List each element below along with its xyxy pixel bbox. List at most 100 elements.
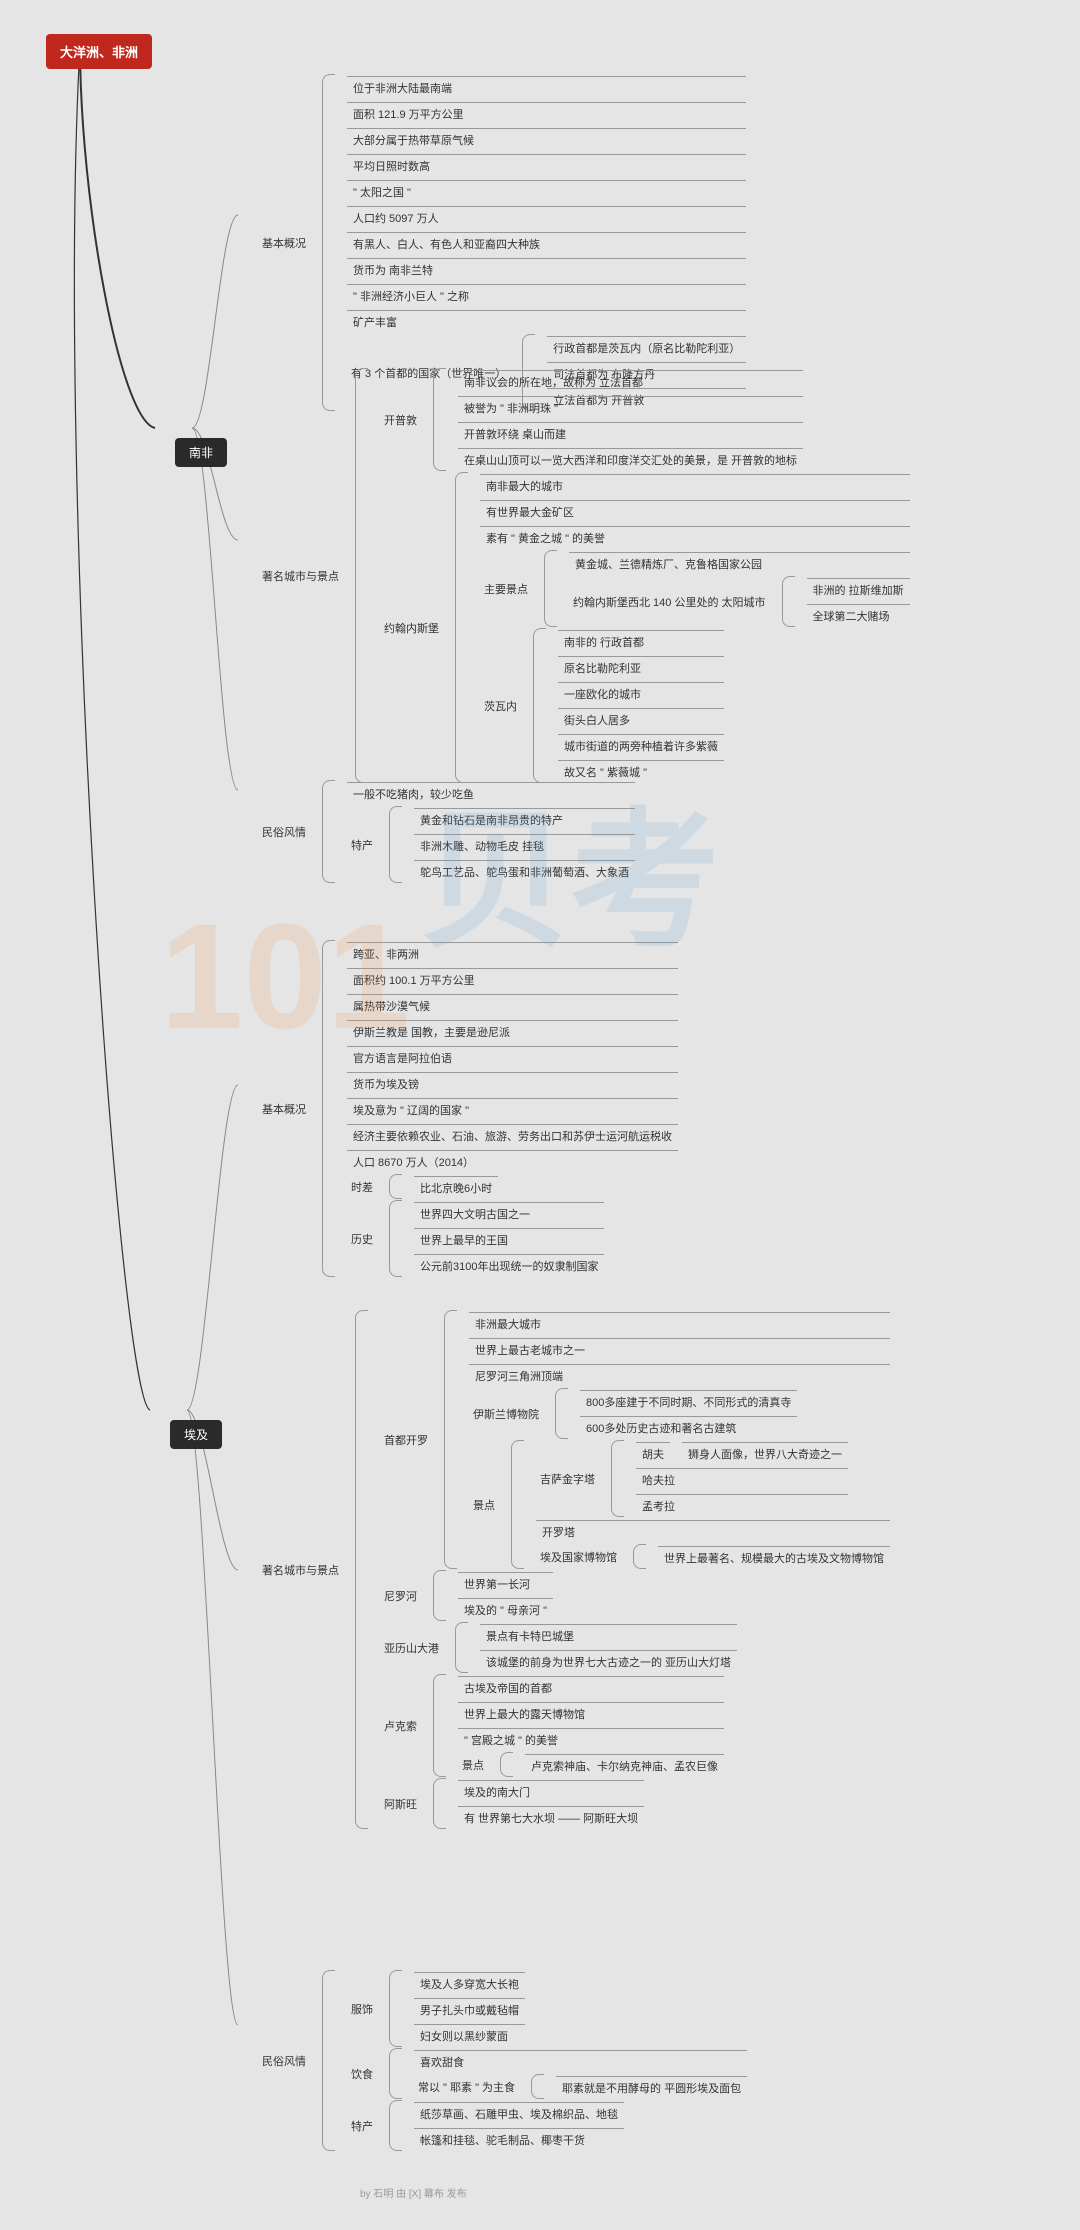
leaf-node: 伊斯兰教是 国教，主要是逊尼派 [347,1020,678,1041]
leaf-node: 素有 " 黄金之城 " 的美誉 [480,526,910,547]
leaf-node: 黄金城、兰德精炼厂、克鲁格国家公园 [569,552,910,573]
leaf-node: 埃及的南大门 [458,1780,644,1801]
leaf-node: 哈夫拉 [636,1468,848,1489]
branch-sa-customs: 民俗风情 [258,822,310,842]
leaf-node: 人口约 5097 万人 [347,206,746,227]
branch-label: 常以 " 耶素 " 为主食 [414,2077,519,2097]
branch-label: 历史 [347,1229,377,1249]
leaf-node: 600多处历史古迹和著名古建筑 [580,1416,797,1437]
branch-label: 饮食 [347,2064,377,2084]
leaf-node: 被誉为 " 非洲明珠 " [458,396,803,417]
leaf-node: 世界上最古老城市之一 [469,1338,890,1359]
leaf-node: 鸵鸟工艺品、鸵鸟蛋和非洲葡萄酒、大象酒 [414,860,635,881]
leaf-node: 妇女则以黑纱蒙面 [414,2024,525,2045]
leaf-node: 南非议会的所在地，故称为 立法首都 [458,370,803,391]
leaf-node: 在桌山山顶可以一览大西洋和印度洋交汇处的美景，是 开普敦的地标 [458,448,803,469]
branch-label: 景点 [458,1755,488,1775]
root-node: 大洋洲、非洲 [46,34,152,69]
leaf-node: 开普敦环绕 桌山而建 [458,422,803,443]
leaf-node: 男子扎头巾或戴毡帽 [414,1998,525,2019]
leaf-node: 景点有卡特巴城堡 [480,1624,737,1645]
leaf-node: 埃及意为 " 辽阔的国家 " [347,1098,678,1119]
leaf-node: 开罗塔 [536,1520,890,1541]
leaf-node: 世界上最著名、规模最大的古埃及文物博物馆 [658,1546,890,1567]
leaf-node: 南非最大的城市 [480,474,910,495]
branch-label: 伊斯兰博物院 [469,1404,543,1424]
branch-label: 特产 [347,835,377,855]
leaf-node: 有黑人、白人、有色人和亚裔四大种族 [347,232,746,253]
leaf-node: 面积 121.9 万平方公里 [347,102,746,123]
branch-label: 尼罗河 [380,1586,421,1606]
leaf-node: 货币为埃及镑 [347,1072,678,1093]
leaf-node: 埃及人多穿宽大长袍 [414,1972,525,1993]
branch-label: 茨瓦内 [480,696,521,716]
leaf-node: 喜欢甜食 [414,2050,747,2071]
branch-label: 首都开罗 [380,1430,432,1450]
leaf-node: 全球第二大赌场 [807,604,910,625]
leaf-node: 古埃及帝国的首都 [458,1676,724,1697]
leaf-node: 一般不吃猪肉，较少吃鱼 [347,782,635,803]
leaf-node: 有 世界第七大水坝 —— 阿斯旺大坝 [458,1806,644,1827]
leaf-node: 矿产丰富 [347,310,746,331]
leaf-node: 经济主要依赖农业、石油、旅游、劳务出口和苏伊士运河航运税收 [347,1124,678,1145]
branch-label: 开普敦 [380,410,421,430]
leaf-node: 官方语言是阿拉伯语 [347,1046,678,1067]
leaf-node: 人口 8670 万人（2014） [347,1150,678,1171]
leaf-node: 非洲的 拉斯维加斯 [807,578,910,599]
leaf-node: 该城堡的前身为世界七大古迹之一的 亚历山大灯塔 [480,1650,737,1671]
leaf-node: " 太阳之国 " [347,180,746,201]
leaf-node: 原名比勒陀利亚 [558,656,724,677]
branch-label: 特产 [347,2116,377,2136]
footer-credit: by 石明 由 [X] 幕布 发布 [360,2185,467,2200]
node-egypt: 埃及 [170,1420,222,1449]
leaf-node: 货币为 南非兰特 [347,258,746,279]
branch-eg-cities: 著名城市与景点 [258,1560,343,1580]
leaf-node: 南非的 行政首都 [558,630,724,651]
leaf-node: " 非洲经济小巨人 " 之称 [347,284,746,305]
leaf-node: 平均日照时数高 [347,154,746,175]
leaf-node: 世界上最早的王国 [414,1228,604,1249]
leaf-node: 属热带沙漠气候 [347,994,678,1015]
leaf-node: 故又名 " 紫薇城 " [558,760,724,781]
branch-label: 景点 [469,1495,499,1515]
leaf-node: 大部分属于热带草原气候 [347,128,746,149]
leaf-node: 纸莎草画、石雕甲虫、埃及棉织品、地毯 [414,2102,624,2123]
leaf-node: 狮身人面像，世界八大奇迹之一 [682,1442,848,1463]
leaf-node: 帐篷和挂毯、驼毛制品、椰枣干货 [414,2128,624,2149]
branch-eg-customs: 民俗风情 [258,2051,310,2071]
branch-label: 亚历山大港 [380,1638,443,1658]
leaf-node: 埃及的 " 母亲河 " [458,1598,553,1619]
leaf-node: 一座欧化的城市 [558,682,724,703]
leaf-node: 比北京晚6小时 [414,1176,498,1197]
leaf-node: 尼罗河三角洲顶端 [469,1364,890,1385]
branch-label: 时差 [347,1177,377,1197]
leaf-node: 街头白人居多 [558,708,724,729]
leaf-node: 跨亚、非两洲 [347,942,678,963]
branch-sa-basic: 基本概况 [258,233,310,253]
leaf-node: 位于非洲大陆最南端 [347,76,746,97]
node-south-africa: 南非 [175,438,227,467]
branch-eg-basic: 基本概况 [258,1099,310,1119]
leaf-node: 非洲最大城市 [469,1312,890,1333]
leaf-node: 世界上最大的露天博物馆 [458,1702,724,1723]
leaf-node: 孟考拉 [636,1494,848,1515]
branch-sa-cities: 著名城市与景点 [258,566,343,586]
leaf-node: 耶素就是不用酵母的 平圆形埃及面包 [556,2076,747,2097]
leaf-node: " 宫殿之城 " 的美誉 [458,1728,724,1749]
leaf-node: 世界四大文明古国之一 [414,1202,604,1223]
leaf-node: 世界第一长河 [458,1572,553,1593]
leaf-node: 800多座建于不同时期、不同形式的清真寺 [580,1390,797,1411]
branch-label: 约翰内斯堡 [380,618,443,638]
leaf-node: 卢克索神庙、卡尔纳克神庙、孟农巨像 [525,1754,724,1775]
leaf-node: 非洲木雕、动物毛皮 挂毯 [414,834,635,855]
branch-label: 卢克索 [380,1716,421,1736]
leaf-node: 城市街道的两旁种植着许多紫薇 [558,734,724,755]
branch-label: 阿斯旺 [380,1794,421,1814]
leaf-node: 黄金和钻石是南非昂贵的特产 [414,808,635,829]
branch-label: 吉萨金字塔 [536,1469,599,1489]
leaf-node: 公元前3100年出现统一的奴隶制国家 [414,1254,604,1275]
leaf-node: 行政首都是茨瓦内（原名比勒陀利亚） [547,336,746,357]
leaf-node: 有世界最大金矿区 [480,500,910,521]
leaf-node: 胡夫 [636,1442,670,1463]
branch-label: 约翰内斯堡西北 140 公里处的 太阳城市 [569,592,770,612]
